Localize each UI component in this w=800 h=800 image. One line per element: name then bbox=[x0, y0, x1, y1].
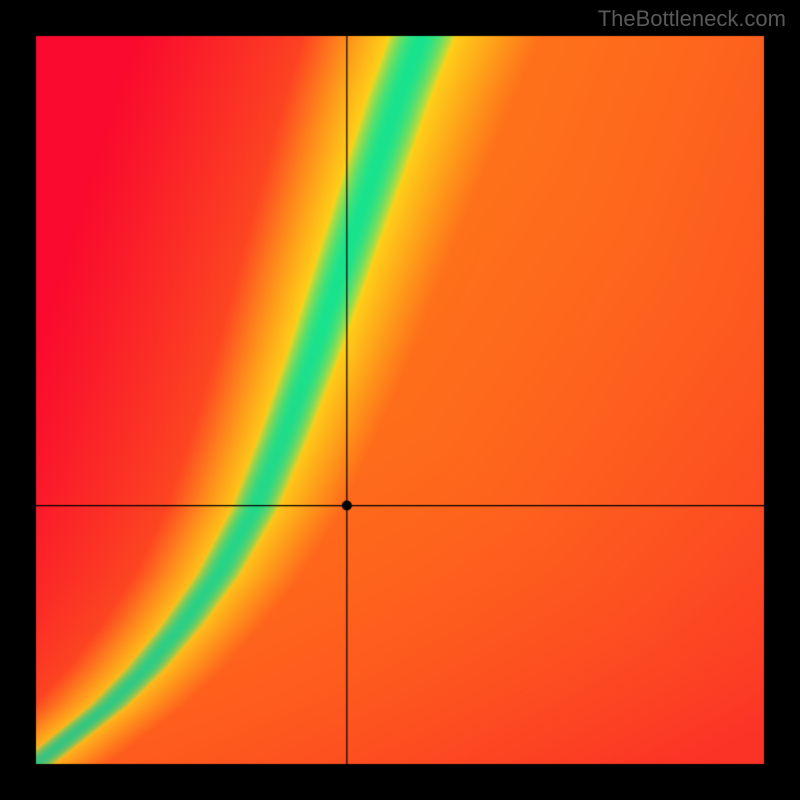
chart-container: TheBottleneck.com bbox=[0, 0, 800, 800]
bottleneck-heatmap bbox=[0, 0, 800, 800]
watermark-text: TheBottleneck.com bbox=[598, 6, 786, 32]
